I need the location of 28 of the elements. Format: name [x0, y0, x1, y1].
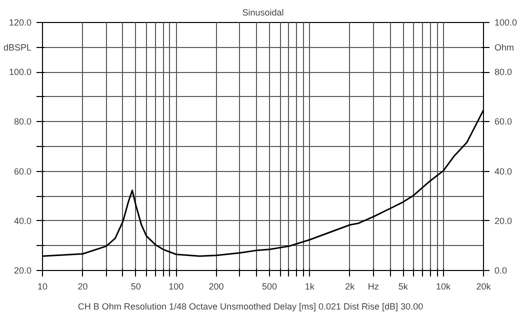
chart-title: Sinusoidal — [242, 8, 284, 18]
y-tick-label: 60.0 — [14, 166, 32, 176]
y-tick-label: 40.0 — [14, 216, 32, 226]
x-tick-label: 500 — [262, 282, 277, 292]
x-tick-label: 10k — [436, 282, 452, 292]
x-tick-label: 200 — [208, 282, 224, 292]
y2-tick-label: 100.0 — [494, 18, 518, 28]
y2-tick-label: 20.0 — [494, 216, 512, 226]
x-tick-label: 50 — [130, 282, 141, 292]
x-tick-label: 1k — [304, 282, 315, 292]
y2-tick-label: 80.0 — [494, 67, 512, 78]
y-tick-label: dBSPL — [3, 42, 32, 52]
y2-tick-label: 0.0 — [494, 266, 508, 276]
y-tick-label: 100.0 — [8, 67, 32, 78]
x-tick-label: 10 — [37, 282, 48, 292]
x-tick-label: Hz — [368, 282, 380, 292]
y-tick-label: 120.0 — [8, 18, 32, 28]
y-tick-label: 20.0 — [14, 266, 32, 276]
x-tick-label: 20 — [78, 282, 88, 292]
x-tick-label: 100 — [168, 282, 184, 292]
y2-tick-label: 40.0 — [494, 166, 512, 176]
x-tick-label: 2k — [345, 282, 356, 292]
x-tick-label: 20k — [476, 282, 492, 292]
x-tick-label: 5k — [398, 282, 408, 292]
y-tick-label: 80.0 — [14, 116, 32, 127]
text: CH B Ohm Resolution 1/48 Octave Unsmoothed Delay [ms] 0.021 Dist Rise [dB] 30.00 — [78, 302, 424, 312]
y2-tick-label: Ohm — [494, 42, 514, 52]
y2-tick-label: 60.0 — [494, 116, 512, 127]
